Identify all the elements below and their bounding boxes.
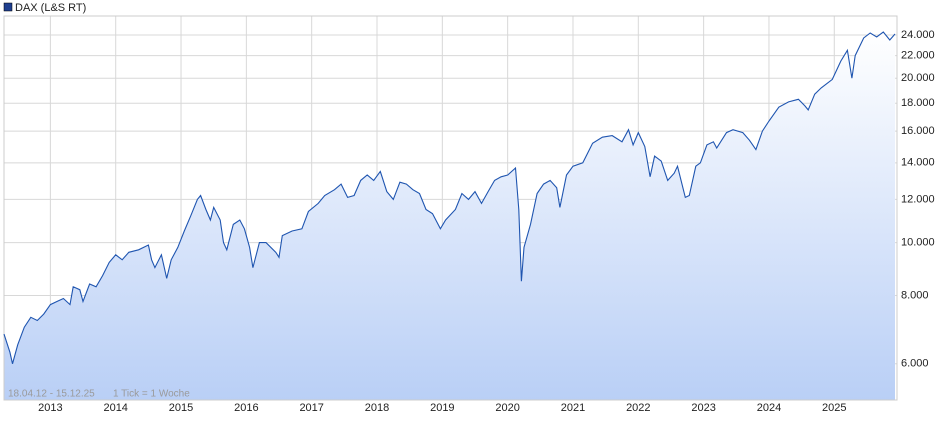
legend-swatch	[3, 2, 13, 12]
date-range: 18.04.12 - 15.12.25	[8, 389, 95, 400]
tick-note: 1 Tick = 1 Woche	[113, 389, 190, 400]
x-tick-label: 2022	[626, 402, 650, 414]
x-tick-label: 2016	[234, 402, 258, 414]
y-tick-label: 6.000	[901, 358, 929, 370]
x-tick-label: 2014	[103, 402, 127, 414]
x-tick-label: 2023	[691, 402, 715, 414]
y-tick-label: 12.000	[901, 193, 935, 205]
x-tick-label: 2021	[561, 402, 585, 414]
line	[3, 31, 896, 364]
legend-label: DAX (L&S RT)	[15, 2, 86, 14]
y-tick-label: 22.000	[901, 50, 935, 62]
y-tick-label: 24.000	[901, 29, 935, 41]
x-tick-label: 2013	[38, 402, 62, 414]
x-tick-label: 2020	[495, 402, 519, 414]
y-tick-label: 8.000	[901, 289, 929, 301]
y-tick-label: 18.000	[901, 97, 935, 109]
y-tick-label: 16.000	[901, 125, 935, 137]
x-tick-label: 2015	[169, 402, 193, 414]
y-tick-label: 14.000	[901, 157, 935, 169]
x-tick-label: 2018	[365, 402, 389, 414]
plot-frame	[3, 15, 898, 401]
y-tick-label: 10.000	[901, 237, 935, 249]
y-tick-label: 20.000	[901, 72, 935, 84]
x-tick-label: 2019	[430, 402, 454, 414]
x-tick-label: 2025	[822, 402, 846, 414]
x-tick-label: 2024	[757, 402, 781, 414]
x-tick-label: 2017	[299, 402, 323, 414]
